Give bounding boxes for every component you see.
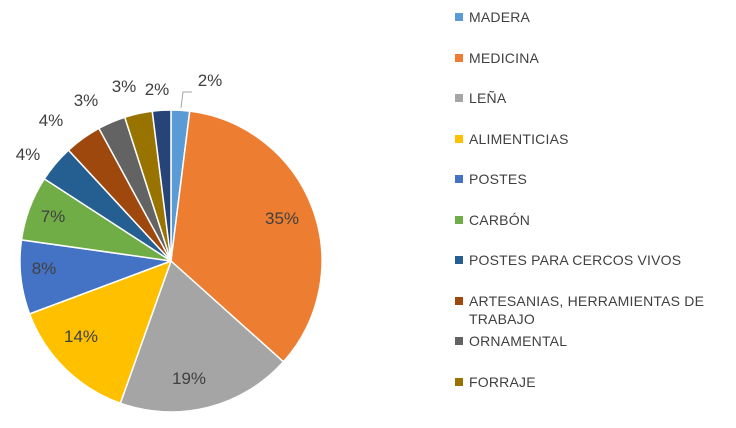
legend-label: ARTESANIAS, HERRAMIENTAS DE TRABAJO — [469, 292, 705, 327]
pie-data-labels: 2% 35% 19% 14% 8% 7% 4% 4% 3% 3% 2% — [16, 71, 299, 388]
legend-swatch — [455, 256, 463, 264]
data-label-10: 2% — [145, 80, 170, 99]
legend-item: ALIMENTICIAS — [455, 130, 730, 171]
legend-item: ORNAMENTAL — [455, 332, 730, 373]
pie-slice-1 — [170, 110, 323, 363]
legend-label: MADERA — [469, 9, 531, 25]
legend-label: LEÑA — [469, 90, 507, 106]
legend-item: MADERA — [455, 8, 730, 49]
legend-swatch — [455, 94, 463, 102]
legend-label: MEDICINA — [469, 49, 540, 66]
legend-label: CARBÓN — [469, 211, 531, 228]
leader-line — [180, 91, 192, 109]
chart-legend: MADERA MEDICINA LEÑA ALIMENTICIAS POSTES CARB… — [455, 8, 730, 413]
legend-swatch — [455, 215, 463, 224]
data-label-0: 2% — [198, 71, 223, 90]
legend-swatch — [455, 13, 463, 21]
legend-label: ORNAMENTAL — [469, 333, 568, 349]
pie-slices — [19, 109, 323, 413]
data-label-6: 4% — [16, 145, 41, 164]
data-label-4: 8% — [32, 259, 57, 278]
pie-chart: 2% 35% 19% 14% 8% 7% 4% 4% 3% 3% 2% — [16, 71, 323, 413]
legend-item: CARBÓN — [455, 211, 730, 252]
data-label-3: 14% — [64, 327, 98, 346]
legend-item: POSTES PARA CERCOS VIVOS — [455, 251, 730, 292]
legend-item: LEÑA — [455, 89, 730, 130]
legend-label: FORRAJE — [469, 373, 536, 390]
legend-item: FORRAJE — [455, 373, 730, 414]
legend-item: MEDICINA — [455, 49, 730, 90]
legend-label: ALIMENTICIAS — [469, 130, 569, 147]
data-label-2: 19% — [172, 369, 206, 388]
pie-slice-10 — [151, 109, 172, 262]
legend-swatch — [455, 296, 463, 305]
legend-swatch — [455, 377, 463, 386]
data-label-5: 7% — [41, 207, 66, 226]
legend-swatch — [455, 337, 463, 345]
legend-item: POSTES — [455, 170, 730, 211]
pie-slice-2 — [119, 259, 285, 413]
legend-swatch — [455, 53, 463, 62]
data-label-7: 4% — [39, 111, 64, 130]
data-label-9: 3% — [112, 77, 137, 96]
legend-item: ARTESANIAS, HERRAMIENTAS DE TRABAJO — [455, 292, 730, 333]
legend-label: POSTES PARA CERCOS VIVOS — [469, 252, 682, 268]
legend-swatch — [455, 134, 463, 143]
data-label-1: 35% — [265, 209, 299, 228]
data-label-8: 3% — [74, 91, 99, 110]
legend-label: POSTES — [469, 171, 527, 187]
legend-swatch — [455, 175, 463, 183]
pie-slice-3 — [28, 259, 173, 405]
